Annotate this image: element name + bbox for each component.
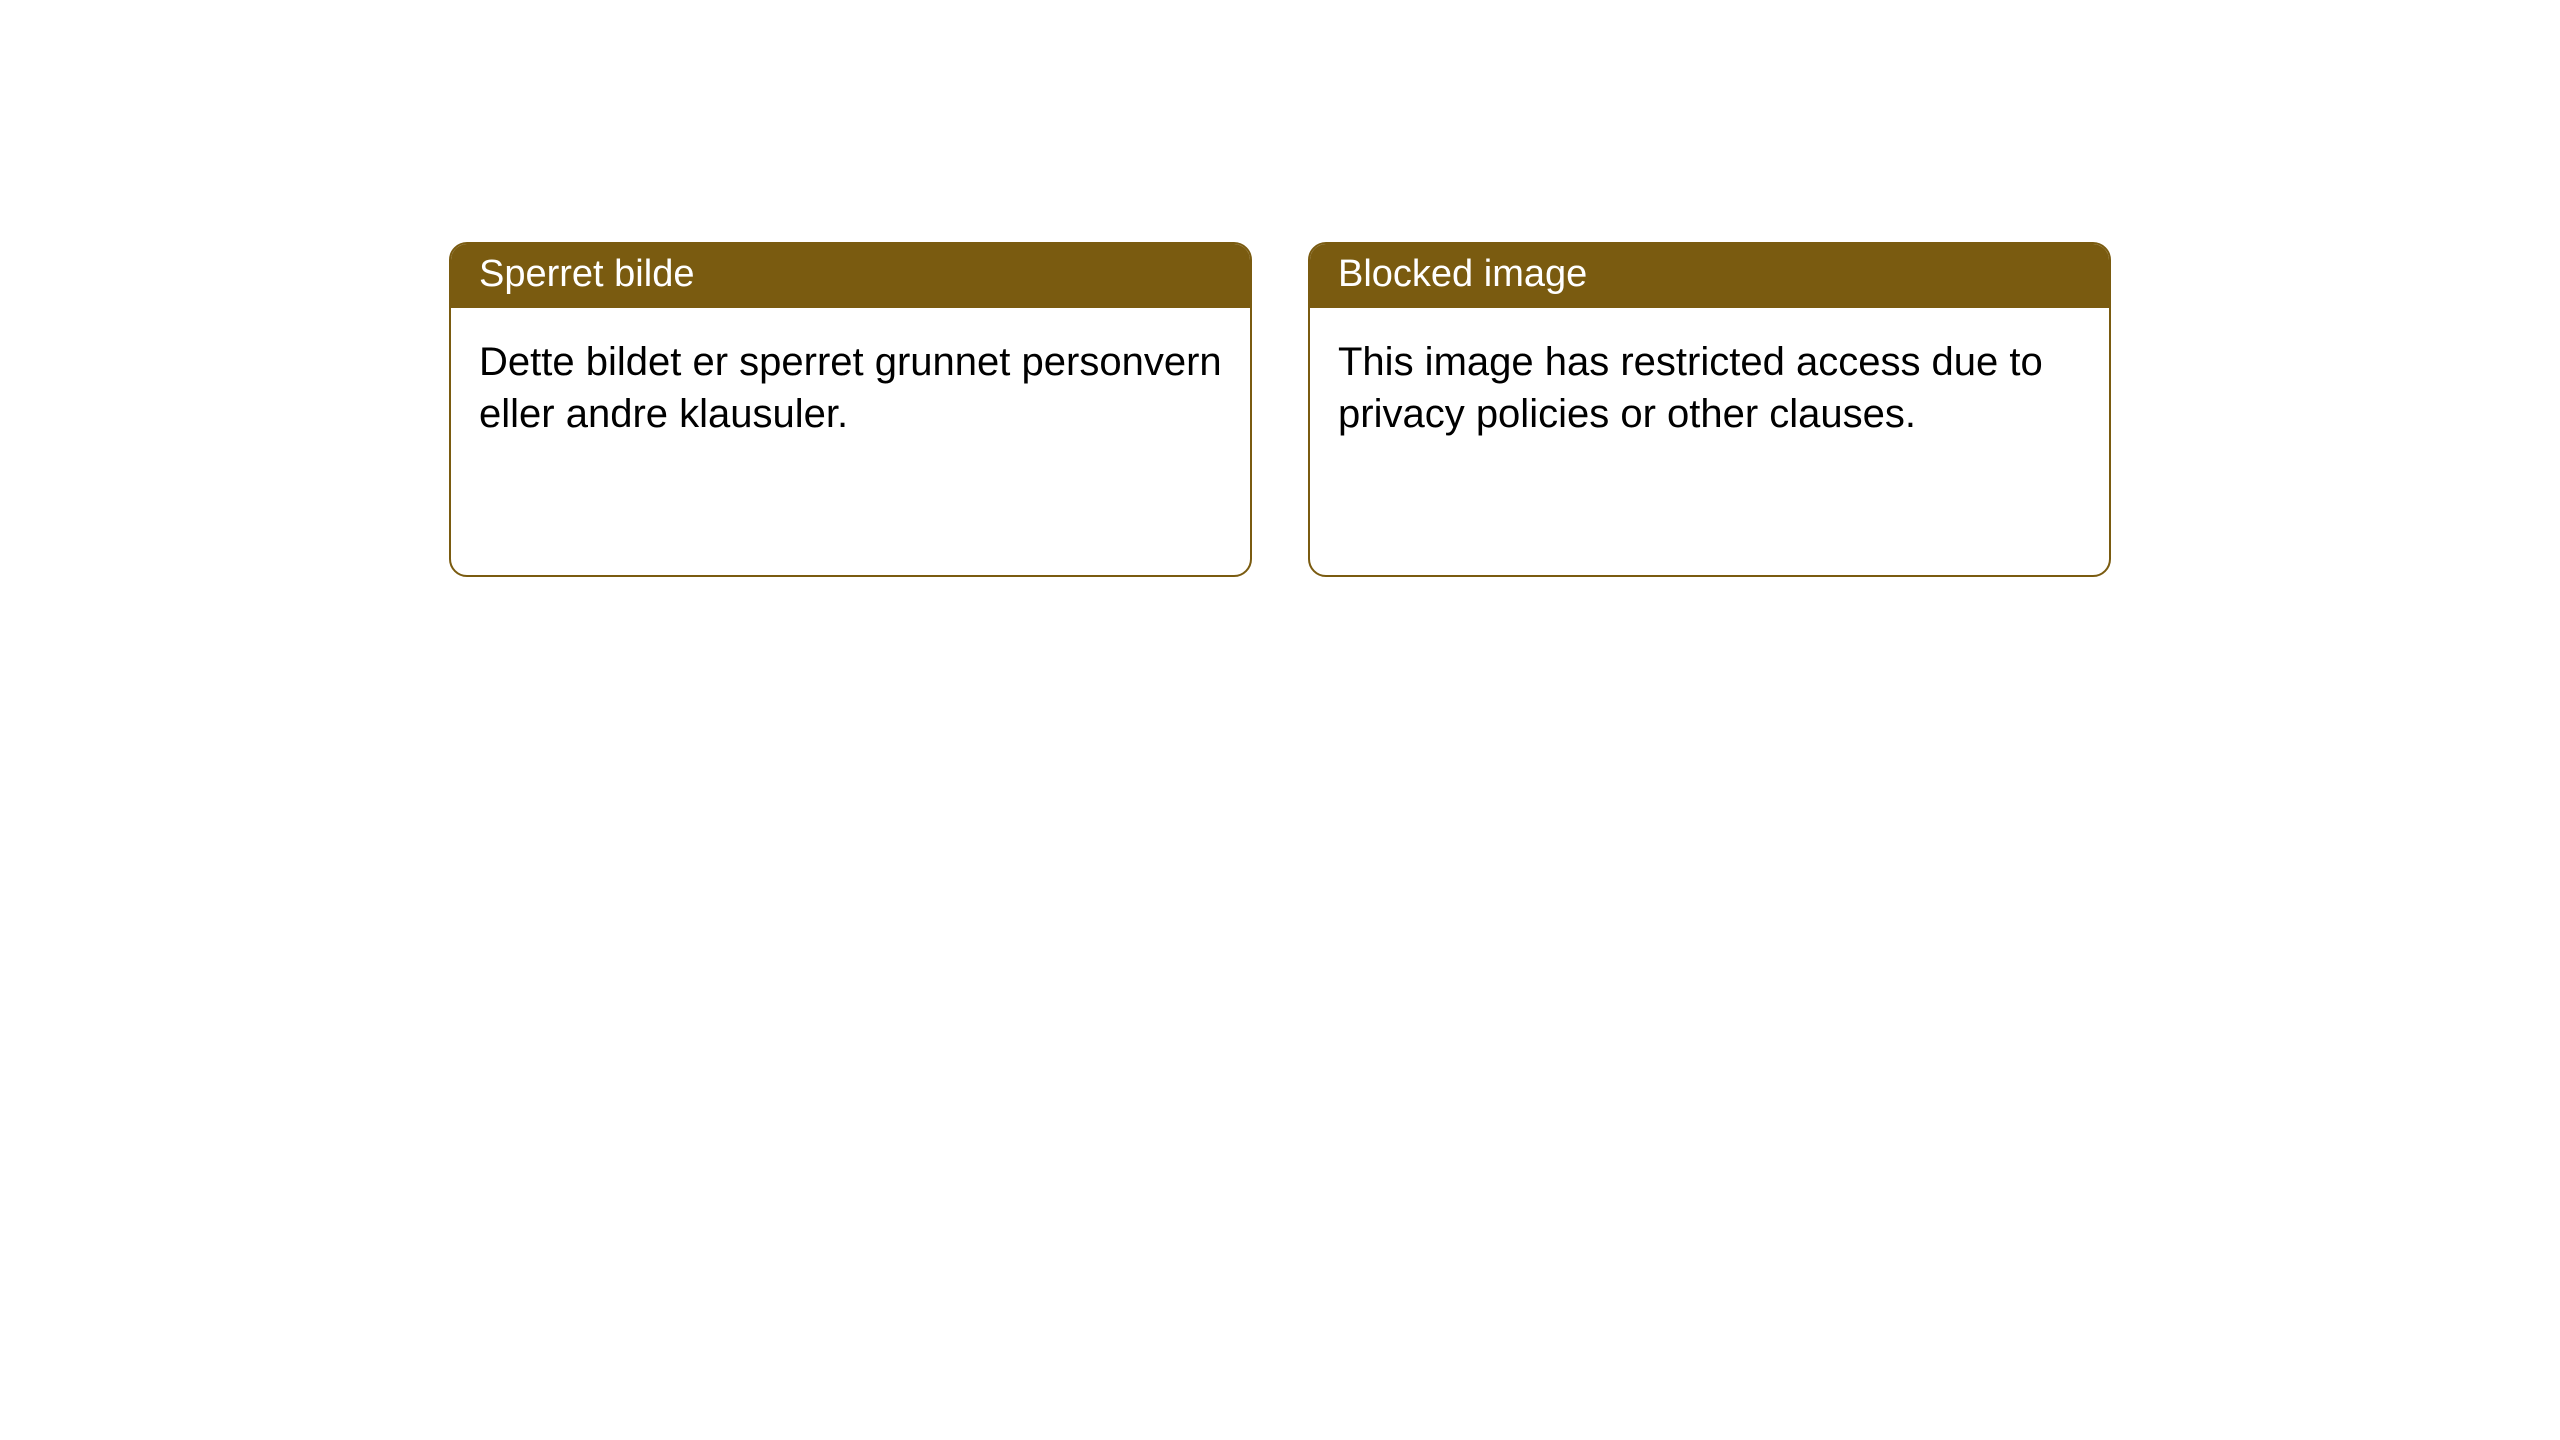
- notice-card-english: Blocked image This image has restricted …: [1308, 242, 2111, 577]
- notice-card-norwegian: Sperret bilde Dette bildet er sperret gr…: [449, 242, 1252, 577]
- blocked-image-notices: Sperret bilde Dette bildet er sperret gr…: [0, 0, 2560, 577]
- notice-card-title: Sperret bilde: [451, 244, 1250, 308]
- notice-card-body: This image has restricted access due to …: [1310, 308, 2109, 468]
- notice-card-title: Blocked image: [1310, 244, 2109, 308]
- notice-card-body: Dette bildet er sperret grunnet personve…: [451, 308, 1250, 468]
